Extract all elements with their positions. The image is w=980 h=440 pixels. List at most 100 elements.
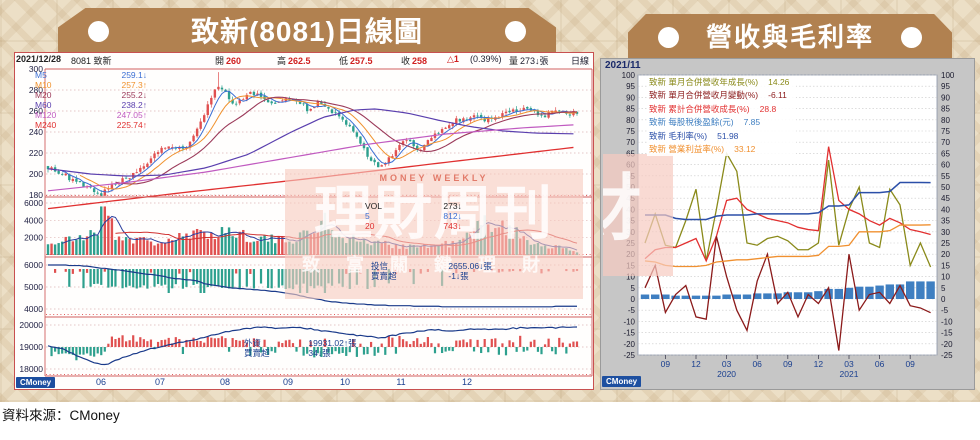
svg-text:-10: -10	[941, 317, 953, 326]
svg-text:260: 260	[29, 106, 43, 116]
svg-text:75: 75	[941, 127, 950, 136]
svg-text:40: 40	[941, 205, 950, 214]
svg-text:55: 55	[941, 172, 950, 181]
left-chart-title-tab: 致新(8081)日線圖	[58, 8, 556, 54]
trust-label: 買賣超	[371, 271, 397, 281]
rivet-icon	[88, 21, 109, 42]
svg-text:-15: -15	[623, 329, 635, 338]
svg-text:300: 300	[29, 64, 43, 74]
trust-label: 投信	[371, 261, 389, 271]
volume-legend: VOL 5 20 273↓ 812↓ 743↓	[365, 201, 462, 231]
foreign-line	[47, 326, 578, 366]
price-change: △1	[447, 54, 459, 64]
svg-text:55: 55	[626, 172, 635, 181]
svg-text:10: 10	[626, 273, 635, 282]
svg-text:280: 280	[29, 85, 43, 95]
foreign-value: 19931.02↑張	[308, 338, 357, 348]
legend-row: 致新 營業利益率(%) 33.12	[647, 143, 797, 157]
svg-text:95: 95	[626, 82, 635, 91]
svg-text:20: 20	[626, 250, 635, 259]
svg-text:5: 5	[941, 284, 946, 293]
foreign-value: 34↓張	[308, 348, 331, 358]
svg-text:09: 09	[905, 359, 915, 369]
svg-text:95: 95	[941, 82, 950, 91]
svg-text:2000: 2000	[24, 233, 43, 243]
svg-text:06: 06	[875, 359, 885, 369]
svg-text:-15: -15	[941, 329, 953, 338]
svg-text:25: 25	[941, 239, 950, 248]
svg-text:200: 200	[29, 169, 43, 179]
svg-text:-25: -25	[623, 351, 635, 360]
ma-legend-row: M5 259.1↓	[35, 70, 147, 80]
series-legend: 致新 單月合併營收年成長(%) 14.26 致新 單月合併營收月變動(%) -6.1…	[647, 76, 797, 157]
svg-text:50: 50	[626, 183, 635, 192]
svg-text:65: 65	[941, 149, 950, 158]
volume-legend-value: 743↓	[443, 221, 462, 231]
svg-text:12: 12	[814, 359, 824, 369]
stock-code-name: 8081 致新	[71, 56, 112, 66]
svg-text:08: 08	[220, 377, 230, 387]
svg-text:-20: -20	[623, 340, 635, 349]
svg-text:15: 15	[626, 261, 635, 270]
right-chart-title-tab: 營收與毛利率	[628, 14, 952, 58]
svg-text:180: 180	[29, 190, 43, 200]
trust-value: 2655.06↓張	[448, 261, 492, 271]
svg-text:2020: 2020	[717, 369, 736, 379]
svg-text:5: 5	[631, 284, 636, 293]
svg-text:65: 65	[626, 149, 635, 158]
svg-text:-5: -5	[628, 306, 636, 315]
svg-text:45: 45	[941, 194, 950, 203]
legend-row: 致新 毛利率(%) 51.98	[647, 129, 797, 144]
legend-row: 致新 每股稅後盈餘(元) 7.85	[647, 116, 797, 130]
svg-text:10: 10	[340, 377, 350, 387]
svg-text:5000: 5000	[24, 282, 43, 292]
svg-text:-5: -5	[941, 306, 949, 315]
svg-text:6000: 6000	[24, 198, 43, 208]
svg-text:90: 90	[626, 93, 635, 102]
svg-text:0: 0	[941, 295, 946, 304]
series-lines	[644, 146, 932, 351]
svg-text:12: 12	[462, 377, 472, 387]
svg-text:09: 09	[283, 377, 293, 387]
cmoney-logo: CMoney	[16, 377, 56, 388]
legend-row: 致新 單月合併營收月變動(%) -6.11	[647, 89, 797, 103]
rivet-icon	[658, 27, 679, 48]
svg-text:4000: 4000	[24, 215, 43, 225]
svg-text:-20: -20	[941, 340, 953, 349]
svg-text:60: 60	[626, 161, 635, 170]
svg-text:10: 10	[941, 273, 950, 282]
right-chart-title: 營收與毛利率	[705, 22, 874, 52]
rivet-icon	[505, 21, 526, 42]
svg-text:20: 20	[941, 250, 950, 259]
svg-text:240: 240	[29, 127, 43, 137]
as-of-date: 2021/11	[605, 60, 641, 71]
svg-text:18000: 18000	[19, 364, 43, 374]
svg-text:70: 70	[626, 138, 635, 147]
svg-text:19000: 19000	[19, 342, 43, 352]
svg-text:15: 15	[941, 261, 950, 270]
svg-text:-25: -25	[941, 351, 953, 360]
svg-text:85: 85	[941, 105, 950, 114]
svg-text:50: 50	[941, 183, 950, 192]
volume-legend-value: 273↓	[443, 201, 462, 211]
open-quote: 開 260	[215, 56, 242, 66]
ma-legend-row: M60 238.2↑	[35, 100, 147, 110]
trust-legend: 投信 買賣超 2655.06↓張 -1↓張	[371, 261, 492, 281]
trust-value: -1↓張	[448, 271, 469, 281]
price-change-pct: (0.39%)	[470, 54, 502, 64]
svg-text:03: 03	[722, 359, 732, 369]
svg-text:06: 06	[96, 377, 106, 387]
svg-text:11: 11	[396, 377, 405, 387]
ma-legend: M5 259.1↓ M10 257.3↑ M20 255.2↓ M60 238.2↑ M…	[35, 70, 147, 130]
svg-text:0: 0	[631, 295, 636, 304]
svg-text:03: 03	[844, 359, 854, 369]
ma-legend-row: M20 255.2↓	[35, 90, 147, 100]
svg-text:100: 100	[622, 71, 636, 80]
svg-text:06: 06	[752, 359, 762, 369]
cmoney-logo: CMoney	[602, 376, 642, 387]
revenue-margin-panel: -25 -25 -20 -20 -15 -15 -10 -10 -5 -5 0 0 5 5 10 10 15 15…	[600, 58, 975, 390]
ma-legend-row: M10 257.3↑	[35, 80, 147, 90]
svg-text:60: 60	[941, 161, 950, 170]
volume-legend-label: 20	[365, 221, 375, 231]
foreign-legend: 外資 買賣超 19931.02↑張 34↓張	[244, 338, 357, 358]
